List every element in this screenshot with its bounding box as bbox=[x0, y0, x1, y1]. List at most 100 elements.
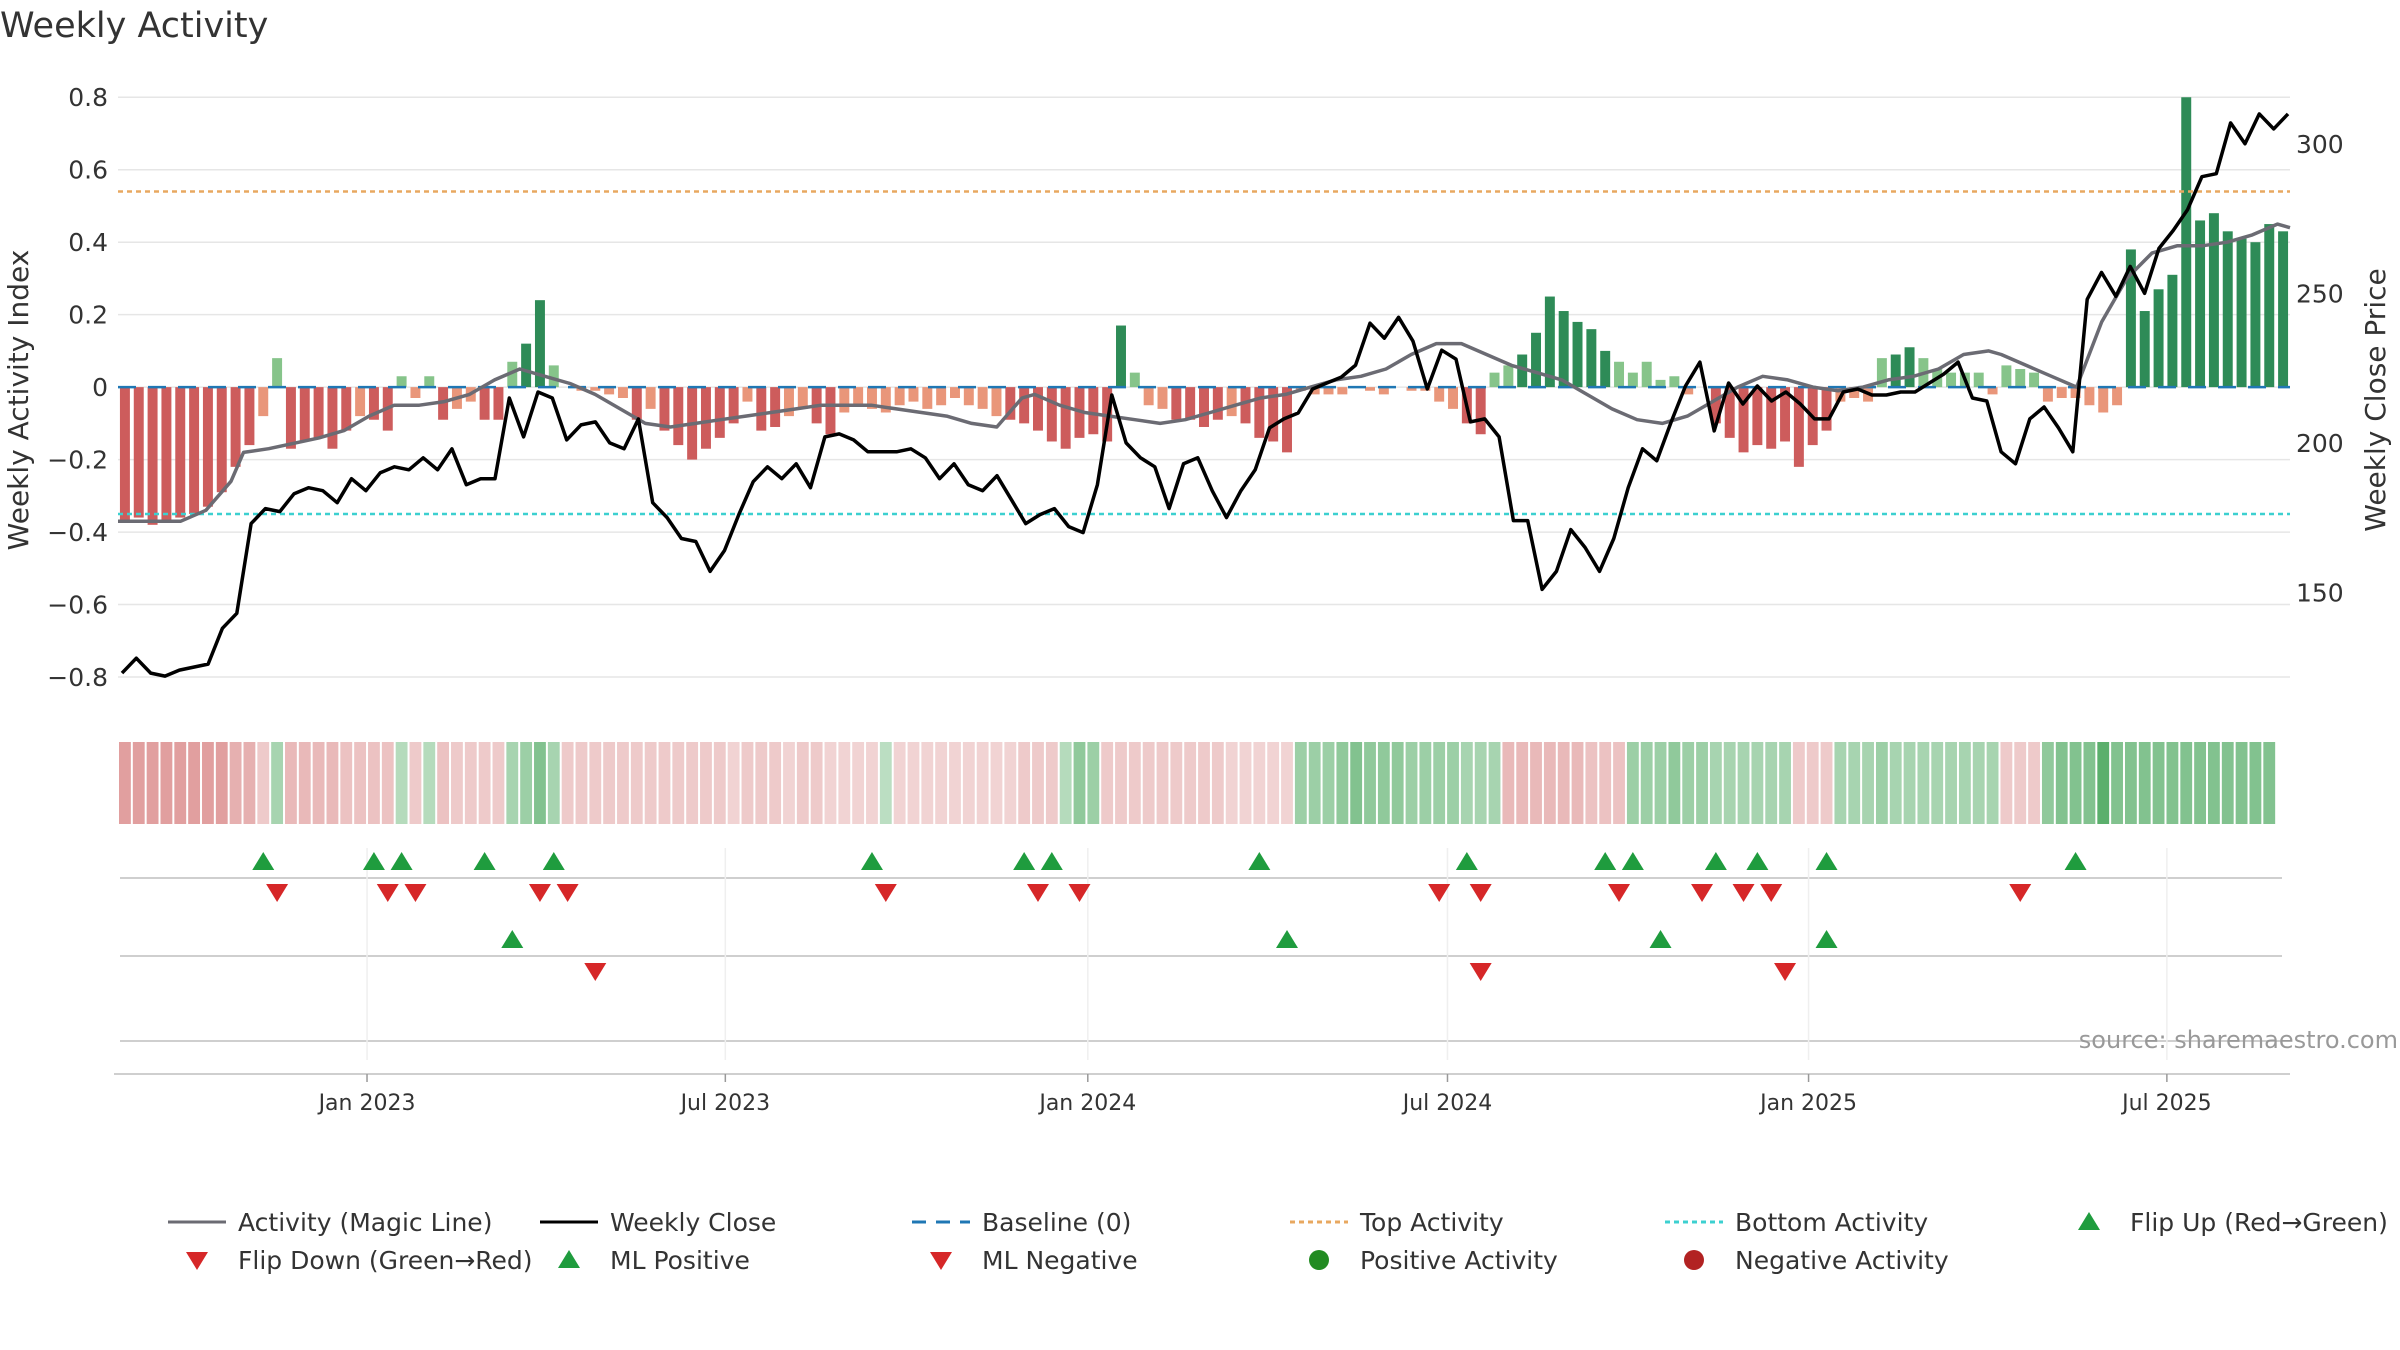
activity-bar bbox=[590, 387, 601, 391]
y-axis-label: Weekly Activity Index bbox=[2, 250, 35, 551]
ml-negative-marker bbox=[584, 963, 607, 981]
heat-cell bbox=[243, 742, 256, 824]
heat-cell bbox=[492, 742, 505, 824]
flip-up-marker bbox=[1455, 852, 1478, 870]
heat-cell bbox=[1433, 742, 1446, 824]
heat-cell bbox=[1972, 742, 1985, 824]
activity-bar bbox=[2042, 387, 2053, 402]
heat-cell bbox=[119, 742, 131, 824]
activity-bar bbox=[244, 387, 255, 446]
activity-bar bbox=[2195, 220, 2206, 388]
heat-cell bbox=[921, 742, 934, 824]
heat-cell bbox=[1460, 742, 1473, 824]
activity-bar bbox=[1987, 387, 1998, 395]
activity-bar bbox=[1780, 387, 1791, 442]
activity-bar bbox=[1669, 376, 1680, 388]
flip-down-marker bbox=[528, 884, 551, 902]
activity-bar bbox=[258, 387, 269, 417]
activity-bar bbox=[2278, 231, 2289, 388]
activity-bar bbox=[1378, 387, 1389, 395]
activity-bar bbox=[922, 387, 933, 409]
activity-bar bbox=[1793, 387, 1804, 467]
activity-bar bbox=[604, 387, 615, 395]
heat-cell bbox=[534, 742, 546, 824]
heat-cell bbox=[561, 742, 574, 824]
heat-cell bbox=[381, 742, 394, 824]
flip-up-marker bbox=[1621, 852, 1644, 870]
heat-cell bbox=[1364, 742, 1376, 824]
activity-bar bbox=[2250, 242, 2261, 388]
heat-cell bbox=[1557, 742, 1570, 824]
heat-cell bbox=[451, 742, 463, 824]
activity-bar bbox=[1448, 387, 1458, 409]
activity-bar bbox=[1129, 372, 1140, 388]
heat-cell bbox=[1018, 742, 1031, 824]
activity-bar bbox=[1005, 387, 1016, 420]
legend-swatch-flipdown bbox=[186, 1252, 208, 1270]
heat-cell bbox=[1377, 742, 1390, 824]
ml-negative-marker bbox=[1469, 963, 1492, 981]
activity-bar bbox=[2070, 387, 2081, 398]
activity-bar bbox=[880, 387, 891, 413]
flip-up-marker bbox=[473, 852, 496, 870]
heat-cell bbox=[796, 742, 809, 824]
activity-bar bbox=[534, 300, 545, 388]
heat-cell bbox=[1958, 742, 1971, 824]
activity-bar bbox=[2181, 97, 2192, 388]
heat-cell bbox=[783, 742, 795, 824]
flip-down-marker bbox=[1608, 884, 1631, 902]
activity-bar bbox=[2084, 387, 2095, 406]
heat-cell bbox=[1820, 742, 1833, 824]
heat-cell bbox=[1931, 742, 1944, 824]
activity-bar bbox=[2001, 365, 2012, 388]
heat-cell bbox=[354, 742, 367, 824]
activity-bar bbox=[2015, 369, 2026, 388]
heat-cell bbox=[423, 742, 436, 824]
heat-cell bbox=[1115, 742, 1127, 824]
heat-cell bbox=[1170, 742, 1183, 824]
flip-up-marker bbox=[1013, 852, 1036, 870]
heat-cell bbox=[2083, 742, 2096, 824]
activity-bar bbox=[936, 387, 947, 406]
heat-cell bbox=[2041, 742, 2054, 824]
heat-cell bbox=[1834, 742, 1847, 824]
activity-bar bbox=[1337, 387, 1348, 395]
heat-cell bbox=[478, 742, 491, 824]
activity-bar bbox=[2098, 387, 2109, 413]
activity-bar bbox=[1489, 372, 1500, 388]
heat-cell bbox=[838, 742, 851, 824]
activity-bar bbox=[1282, 387, 1292, 453]
heat-cell bbox=[2249, 742, 2262, 824]
activity-bar bbox=[1586, 329, 1597, 388]
heat-cell bbox=[506, 742, 519, 824]
activity-bar bbox=[756, 387, 767, 431]
heat-cell bbox=[2097, 742, 2110, 824]
activity-bar bbox=[617, 387, 628, 398]
heat-cell bbox=[755, 742, 768, 824]
y2-tick-label: 250 bbox=[2296, 279, 2344, 308]
activity-bar bbox=[507, 361, 518, 388]
heat-cell bbox=[1516, 742, 1529, 824]
legend-label-mlpos: ML Positive bbox=[610, 1246, 750, 1275]
x-tick-label: Jul 2025 bbox=[2120, 1091, 2212, 1116]
activity-bar bbox=[479, 387, 490, 420]
heat-cell bbox=[1903, 742, 1916, 824]
flip-down-marker bbox=[1026, 884, 1049, 902]
activity-bar bbox=[1876, 358, 1887, 388]
x-axis-ticks: Jan 2023 Jul 2023 Jan 2024 Jul 2024 Jan 2025… bbox=[317, 1074, 2212, 1116]
activity-bar bbox=[1420, 387, 1431, 391]
activity-bar bbox=[2208, 213, 2219, 388]
activity-bar bbox=[1254, 387, 1265, 438]
activity-bar bbox=[2029, 372, 2040, 388]
heat-cell bbox=[575, 742, 588, 824]
heat-cell bbox=[464, 742, 477, 824]
heat-cell bbox=[686, 742, 699, 824]
activity-bar bbox=[1710, 387, 1721, 424]
heat-cell bbox=[935, 742, 948, 824]
chart-title: Weekly Activity bbox=[0, 6, 268, 46]
activity-bar bbox=[673, 387, 684, 446]
activity-bar bbox=[645, 387, 656, 409]
activity-bar bbox=[1849, 387, 1860, 398]
heat-cell bbox=[1281, 742, 1293, 824]
